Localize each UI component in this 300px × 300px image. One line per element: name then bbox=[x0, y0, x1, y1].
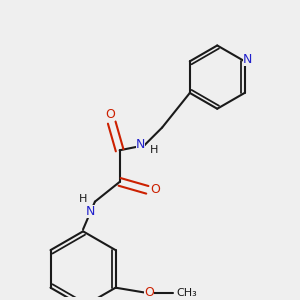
Text: H: H bbox=[79, 194, 87, 204]
Text: N: N bbox=[136, 138, 145, 151]
Text: N: N bbox=[243, 53, 252, 66]
Text: O: O bbox=[105, 108, 115, 121]
Text: H: H bbox=[150, 145, 158, 155]
Text: O: O bbox=[144, 286, 154, 299]
Text: N: N bbox=[85, 205, 95, 218]
Text: CH₃: CH₃ bbox=[176, 288, 197, 298]
Text: O: O bbox=[150, 183, 160, 196]
